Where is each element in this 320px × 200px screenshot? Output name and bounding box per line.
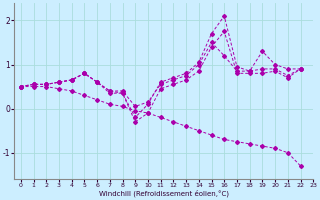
- X-axis label: Windchill (Refroidissement éolien,°C): Windchill (Refroidissement éolien,°C): [99, 190, 229, 197]
